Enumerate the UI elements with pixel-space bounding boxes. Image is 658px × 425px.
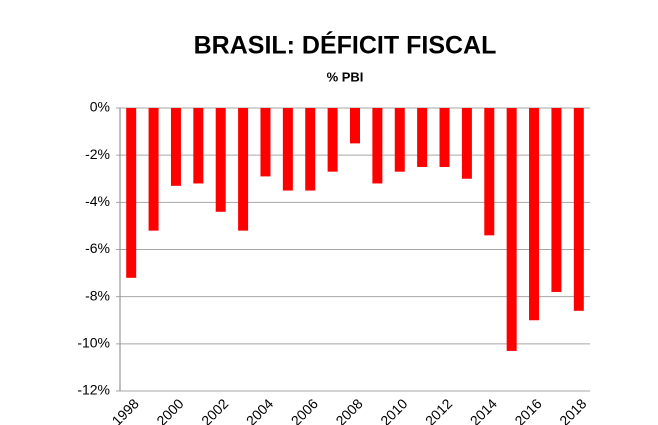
- bar: [506, 108, 517, 351]
- bar: [461, 108, 472, 179]
- bar: [439, 108, 450, 167]
- bar: [350, 108, 360, 144]
- bar: [215, 108, 226, 212]
- y-tick-label: -6%: [85, 240, 110, 256]
- bar: [573, 108, 584, 311]
- bar: [327, 108, 338, 172]
- bar: [238, 108, 249, 231]
- bar: [148, 108, 159, 231]
- bar: [305, 108, 316, 191]
- bar: [394, 108, 405, 172]
- y-tick-label: -10%: [77, 335, 110, 351]
- bar: [484, 108, 495, 236]
- y-tick-label: -4%: [85, 193, 110, 209]
- y-tick-label: -12%: [77, 382, 110, 398]
- bar: [260, 108, 271, 177]
- bar: [551, 108, 562, 292]
- y-tick-label: -2%: [85, 146, 110, 162]
- bar: [126, 108, 137, 278]
- y-tick-label: 0%: [90, 99, 110, 115]
- bar: [417, 108, 428, 167]
- bar: [282, 108, 293, 191]
- chart-title: BRASIL: DÉFICIT FISCAL: [194, 31, 497, 60]
- bar: [372, 108, 383, 184]
- bar: [193, 108, 204, 184]
- bar: [529, 108, 540, 321]
- chart-subtitle: % PBI: [327, 69, 364, 84]
- bar: [170, 108, 181, 186]
- y-tick-label: -8%: [85, 287, 110, 303]
